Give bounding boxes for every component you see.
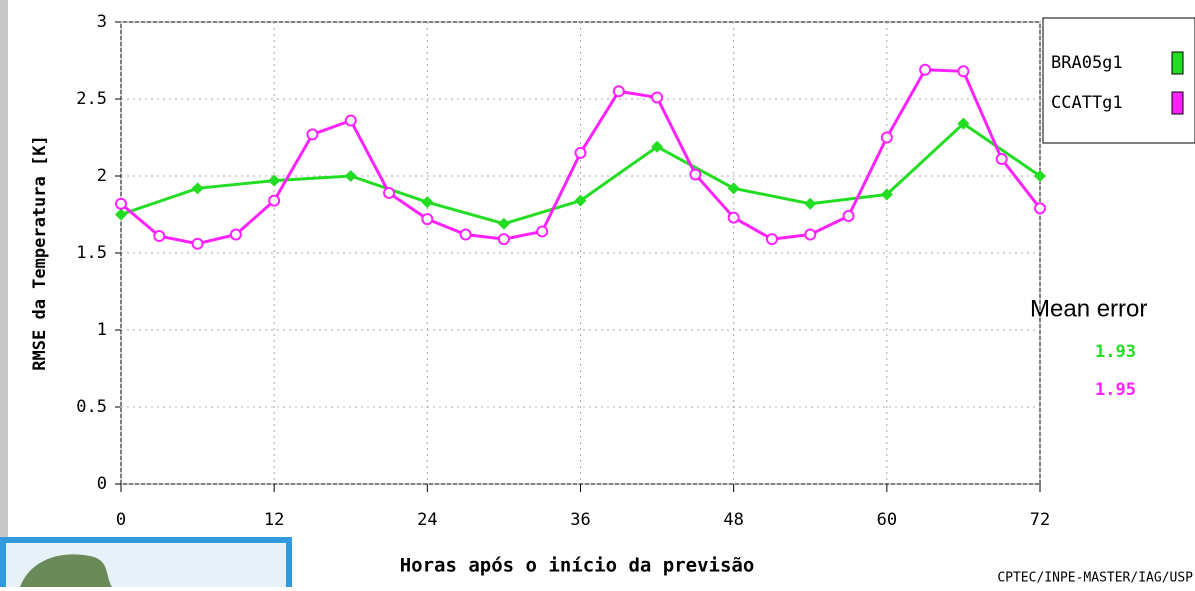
mean-error-label: Mean error: [1030, 295, 1147, 322]
legend-label: BRA05g1: [1051, 53, 1123, 73]
marker: [957, 117, 970, 130]
marker: [344, 114, 357, 127]
y-tick-label: 1: [97, 320, 107, 340]
marker: [574, 194, 587, 207]
x-axis-label: Horas após o início da previsão: [400, 555, 755, 577]
marker: [995, 153, 1008, 166]
marker: [651, 140, 664, 153]
marker: [1034, 202, 1046, 215]
marker: [689, 168, 702, 181]
marker: [421, 196, 434, 209]
x-tick-label: 0: [116, 510, 126, 530]
marker: [497, 233, 510, 246]
marker: [497, 217, 510, 230]
x-tick-label: 24: [417, 510, 437, 530]
marker: [459, 228, 472, 241]
marker: [919, 63, 932, 76]
marker: [880, 131, 893, 144]
marker: [421, 213, 434, 226]
legend-label: CCATTg1: [1051, 93, 1123, 113]
marker: [957, 65, 970, 78]
marker: [306, 128, 319, 141]
marker: [574, 146, 587, 159]
x-tick-label: 60: [877, 510, 897, 530]
left-border: [0, 0, 8, 587]
marker: [229, 228, 242, 241]
y-tick-label: 1.5: [76, 243, 107, 263]
marker: [153, 230, 166, 243]
x-tick-label: 36: [570, 510, 590, 530]
marker: [344, 170, 357, 182]
marker: [842, 210, 855, 223]
marker: [612, 85, 625, 98]
credit: CPTEC/INPE-MASTER/IAG/USP: [997, 571, 1193, 586]
x-tick-label: 12: [264, 510, 284, 530]
y-axis-label: RMSE da Temperatura [K]: [30, 135, 50, 370]
marker: [191, 237, 204, 250]
marker: [115, 208, 127, 221]
marker: [804, 228, 817, 241]
y-tick-label: 0: [97, 474, 107, 494]
marker: [115, 197, 127, 210]
legend-box: [1042, 17, 1195, 144]
mean-error-value: 1.93: [1095, 342, 1136, 362]
y-tick-label: 2.5: [76, 89, 107, 109]
legend-swatch: [1171, 91, 1184, 115]
marker: [268, 194, 281, 207]
marker: [1034, 170, 1046, 182]
x-tick-label: 48: [723, 510, 743, 530]
marker: [727, 211, 740, 224]
marker: [765, 233, 778, 246]
marker: [880, 188, 893, 201]
y-tick-label: 0.5: [76, 397, 107, 417]
x-tick-label: 72: [1030, 510, 1050, 530]
marker: [727, 182, 740, 195]
marker: [383, 186, 396, 199]
y-tick-label: 2: [97, 166, 107, 186]
legend-swatch: [1171, 51, 1184, 75]
y-tick-label: 3: [97, 12, 107, 32]
marker: [536, 225, 549, 238]
marker: [191, 182, 204, 195]
marker: [804, 197, 817, 210]
map-land: [20, 554, 112, 587]
marker: [268, 174, 281, 187]
mean-error-value: 1.95: [1095, 380, 1136, 400]
marker: [651, 91, 664, 104]
